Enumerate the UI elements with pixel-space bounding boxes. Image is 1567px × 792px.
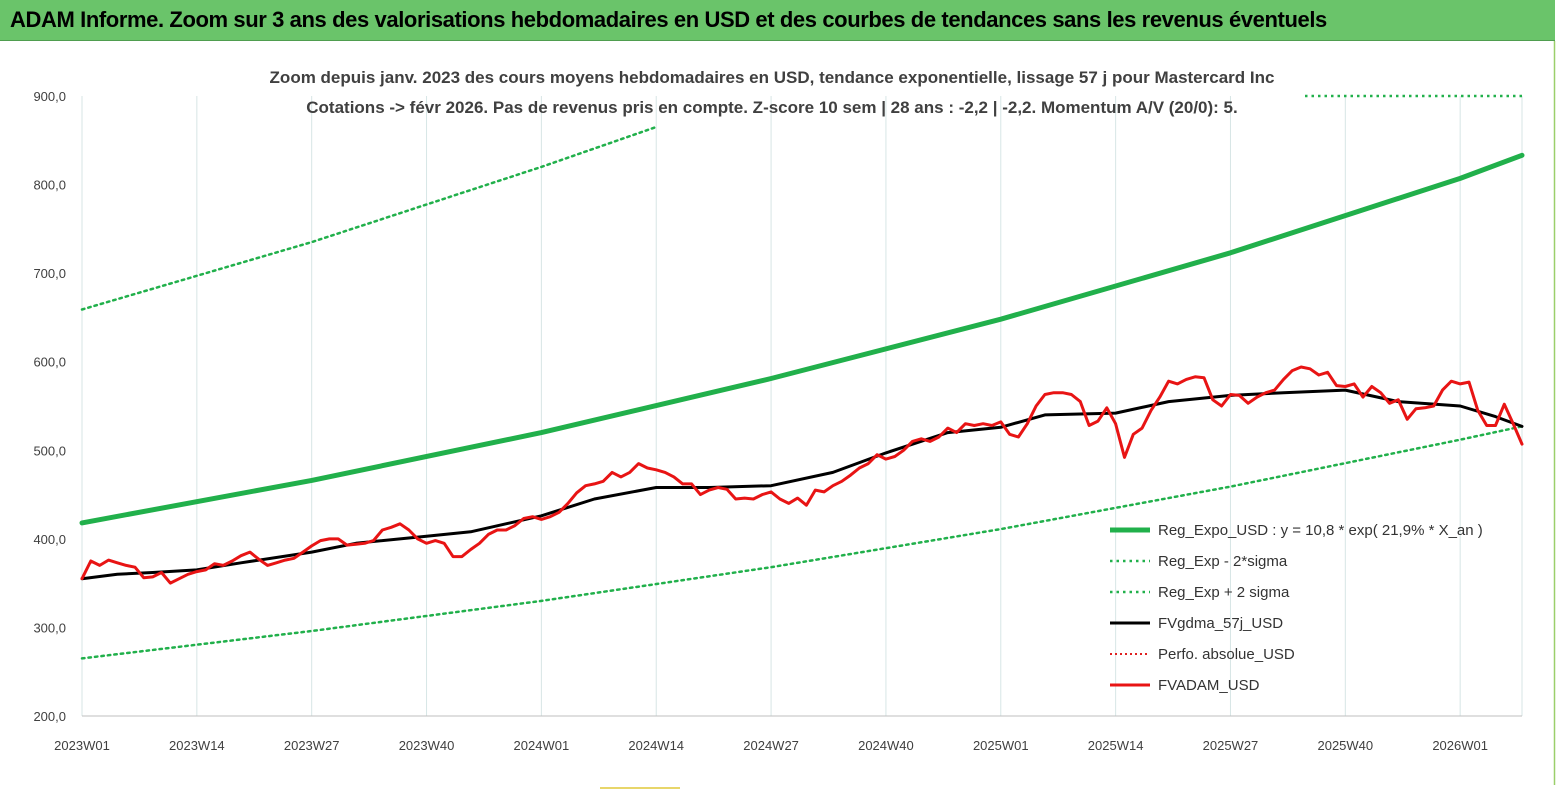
legend-label-trend: Reg_Expo_USD : y = 10,8 * exp( 21,9% * X… bbox=[1158, 522, 1483, 539]
y-axis: 200,0 300,0 400,0 500,0 600,0 700,0 800,0 900,0 bbox=[33, 89, 66, 724]
chart-title: Zoom depuis janv. 2023 des cours moyens … bbox=[270, 68, 1275, 87]
y-tick-label: 900,0 bbox=[33, 89, 66, 104]
report-title: ADAM Informe. Zoom sur 3 ans des valoris… bbox=[10, 7, 1327, 32]
x-tick-label: 2026W01 bbox=[1432, 738, 1488, 753]
series-line-upper bbox=[80, 125, 658, 311]
x-tick-label: 2023W27 bbox=[284, 738, 340, 753]
series-line-trend bbox=[79, 152, 1525, 526]
legend-label-upper: Reg_Exp + 2 sigma bbox=[1158, 584, 1290, 601]
x-tick-label: 2025W01 bbox=[973, 738, 1029, 753]
y-tick-label: 600,0 bbox=[33, 355, 66, 370]
x-tick-label: 2024W27 bbox=[743, 738, 799, 753]
legend-label-price: FVADAM_USD bbox=[1158, 677, 1260, 694]
legend-label-smooth: FVgdma_57j_USD bbox=[1158, 615, 1283, 632]
report-banner: ADAM Informe. Zoom sur 3 ans des valoris… bbox=[0, 0, 1555, 41]
x-tick-label: 2023W14 bbox=[169, 738, 225, 753]
x-tick-label: 2024W01 bbox=[514, 738, 570, 753]
series-line-smooth bbox=[80, 388, 1524, 581]
y-tick-label: 300,0 bbox=[33, 620, 66, 635]
x-tick-label: 2025W14 bbox=[1088, 738, 1144, 753]
series-line-lower bbox=[80, 425, 1524, 660]
x-tick-label: 2025W27 bbox=[1203, 738, 1259, 753]
y-tick-label: 700,0 bbox=[33, 266, 66, 281]
chart-subtitle: Cotations -> févr 2026. Pas de revenus p… bbox=[306, 98, 1237, 117]
x-tick-label: 2024W14 bbox=[628, 738, 684, 753]
legend: Reg_Expo_USD : y = 10,8 * exp( 21,9% * X… bbox=[1110, 522, 1483, 694]
x-tick-label: 2023W40 bbox=[399, 738, 455, 753]
y-tick-label: 400,0 bbox=[33, 532, 66, 547]
x-tick-label: 2024W40 bbox=[858, 738, 914, 753]
x-tick-label: 2025W40 bbox=[1317, 738, 1373, 753]
grid-lines bbox=[81, 96, 1523, 717]
legend-label-lower: Reg_Exp - 2*sigma bbox=[1158, 553, 1288, 570]
line-chart: 200,0 300,0 400,0 500,0 600,0 700,0 800,0 900,0… bbox=[33, 41, 1556, 789]
x-axis: 2023W01 2023W14 2023W27 2023W40 2024W01 2024W… bbox=[54, 738, 1488, 753]
y-tick-label: 200,0 bbox=[33, 709, 66, 724]
y-tick-label: 800,0 bbox=[33, 178, 66, 193]
y-tick-label: 500,0 bbox=[33, 443, 66, 458]
legend-label-perfo: Perfo. absolue_USD bbox=[1158, 646, 1295, 663]
series-line-price bbox=[80, 365, 1524, 585]
x-tick-label: 2023W01 bbox=[54, 738, 110, 753]
series-group bbox=[79, 94, 1525, 660]
